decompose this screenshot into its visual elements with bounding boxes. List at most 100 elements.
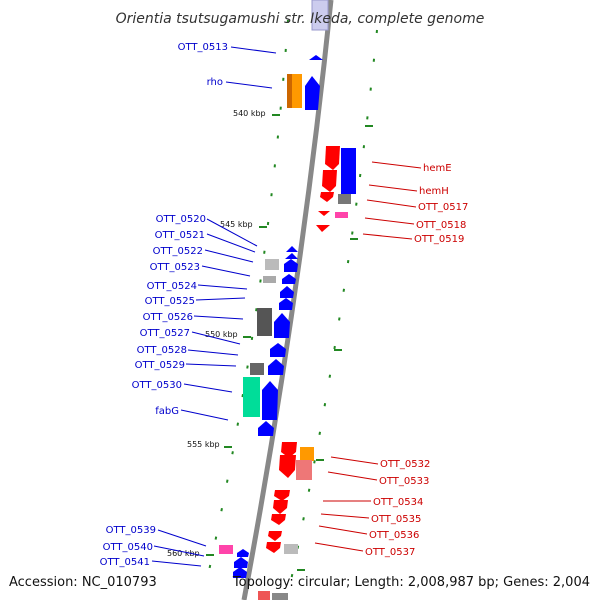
- gene-feature-ott-0537-gray: [284, 544, 298, 554]
- gene-label-ott-0527[interactable]: OTT_0527: [140, 328, 190, 339]
- leader-ott-0536: [318, 525, 368, 535]
- gene-label-ott-0524[interactable]: OTT_0524: [147, 281, 197, 292]
- leader-hemh: [368, 184, 418, 192]
- gene-label-ott-0529[interactable]: OTT_0529: [135, 360, 185, 371]
- gene-feature-ott-0529-gray: [250, 363, 264, 375]
- gene-feature-ott-0530-teal: [243, 377, 260, 417]
- gene-label-ott-0525[interactable]: OTT_0525: [145, 296, 195, 307]
- gene-label-heme[interactable]: hemE: [423, 163, 452, 174]
- leader-ott-0541: [151, 560, 202, 567]
- gene-label-fabg[interactable]: fabG: [155, 406, 179, 417]
- gene-feature-ott-0520-blue: [286, 246, 298, 252]
- gene-feature-ott-0532-red: [281, 442, 297, 458]
- gene-feature-ott-0537b-red: [266, 542, 281, 553]
- genome-summary-text: Topology: circular; Length: 2,008,987 bp…: [232, 575, 590, 590]
- leader-ott-0528: [187, 349, 239, 356]
- gene-label-ott-0521[interactable]: OTT_0521: [155, 230, 205, 241]
- leader-ott-0517: [366, 199, 417, 208]
- gene-feature-ott-0521-blue: [285, 253, 298, 259]
- gene-feature-ott-0526a-blue: [279, 298, 293, 310]
- gene-feature-ott-0540-blue: [237, 549, 249, 557]
- kbp-label-555: 555 kbp: [187, 440, 220, 449]
- gene-feature-top-partial: [311, 0, 329, 31]
- gene-feature-heme-red: [325, 146, 340, 170]
- gene-feature-bottom-partial-gray: [272, 593, 288, 600]
- gene-feature-ott-0530-blue: [262, 381, 278, 420]
- gene-feature-ott-0536-red: [271, 514, 286, 525]
- leader-ott-0540: [153, 545, 205, 557]
- leader-ott-0539: [157, 529, 207, 547]
- leader-ott-0521: [206, 233, 256, 253]
- gene-label-hemh[interactable]: hemH: [419, 186, 449, 197]
- gene-feature-ott-0518-pink: [335, 212, 348, 218]
- leader-ott-0529: [185, 363, 237, 367]
- gene-feature-ott-0519-red: [316, 225, 330, 232]
- leader-ott-0518: [364, 217, 415, 225]
- kbp-label-550: 550 kbp: [205, 330, 238, 339]
- leader-ott-0513: [230, 46, 277, 54]
- leader-ott-0535: [320, 513, 370, 519]
- gene-label-ott-0541[interactable]: OTT_0541: [100, 557, 150, 568]
- leader-ott-0519: [362, 233, 413, 240]
- gene-label-ott-0540[interactable]: OTT_0540: [103, 542, 153, 553]
- leader-ott-0522: [204, 249, 254, 263]
- gene-label-ott-0537[interactable]: OTT_0537: [365, 547, 415, 558]
- gene-feature-ott-0522-blue: [284, 259, 298, 272]
- kbp-label-545: 545 kbp: [220, 220, 253, 229]
- gene-label-ott-0519[interactable]: OTT_0519: [414, 234, 464, 245]
- leader-ott-0523: [201, 265, 251, 277]
- leader-ott-0526: [193, 315, 244, 320]
- leader-ott-0527: [191, 331, 241, 345]
- gene-label-ott-0536[interactable]: OTT_0536: [369, 530, 419, 541]
- leader-ott-0524: [197, 284, 248, 290]
- gene-feature-ott-0532-orange: [300, 447, 314, 461]
- gene-feature-ott-0517-red: [320, 192, 334, 202]
- gene-feature-ott-0532b-red: [279, 455, 296, 478]
- leader-ott-0525: [195, 297, 246, 301]
- gene-label-ott-0523[interactable]: OTT_0523: [150, 262, 200, 273]
- gene-label-ott-0513[interactable]: OTT_0513: [178, 42, 228, 53]
- gene-feature-ott-0539-pink: [219, 545, 233, 554]
- gene-label-ott-0520[interactable]: OTT_0520: [156, 214, 206, 225]
- gene-feature-ott-0541a-blue: [234, 557, 248, 568]
- gene-feature-heme-blue: [341, 148, 356, 194]
- gene-label-ott-0522[interactable]: OTT_0522: [153, 246, 203, 257]
- accession-text: Accession: NC_010793: [9, 575, 157, 590]
- kbp-label-540: 540 kbp: [233, 109, 266, 118]
- gene-feature-ott-0524-blue: [282, 274, 296, 284]
- gene-feature-gray-box: [338, 194, 351, 204]
- outer-guide-arc: [288, 29, 378, 591]
- gene-label-rho[interactable]: rho: [207, 77, 223, 88]
- gene-feature-ott-0525-blue: [280, 286, 294, 298]
- gene-feature-ott-0526b-blue: [274, 313, 290, 338]
- gene-label-ott-0539[interactable]: OTT_0539: [106, 525, 156, 536]
- gene-feature-ott-0528-blue: [270, 343, 286, 357]
- gene-label-ott-0528[interactable]: OTT_0528: [137, 345, 187, 356]
- leader-heme: [371, 161, 422, 169]
- gene-feature-ott-0533-salmon: [296, 460, 312, 480]
- gene-feature-ott-0513: [309, 55, 323, 60]
- gene-feature-fabg-blue: [258, 421, 274, 436]
- leader-ott-0530: [183, 383, 233, 393]
- gene-feature-ott-0535-red: [273, 500, 288, 514]
- gene-feature-bottom-partial-red: [258, 591, 270, 600]
- gene-label-ott-0526[interactable]: OTT_0526: [143, 312, 193, 323]
- leader-ott-0532: [330, 456, 379, 465]
- gene-feature-rho-blue: [305, 76, 320, 110]
- gene-feature-ott-0541b-blue: [233, 567, 247, 578]
- gene-feature-ott-0537a-red: [268, 531, 282, 541]
- leader-rho: [225, 81, 273, 89]
- gene-feature-ott-0534-red: [274, 490, 290, 501]
- gene-label-ott-0517[interactable]: OTT_0517: [418, 202, 468, 213]
- leader-ott-0533: [327, 471, 378, 481]
- gene-label-ott-0532[interactable]: OTT_0532: [380, 459, 430, 470]
- gene-label-ott-0518[interactable]: OTT_0518: [416, 220, 466, 231]
- gene-feature-ott-0529-blue: [268, 359, 284, 375]
- gene-label-ott-0534[interactable]: OTT_0534: [373, 497, 423, 508]
- leader-fabg: [180, 409, 229, 421]
- gene-label-ott-0533[interactable]: OTT_0533: [379, 476, 429, 487]
- gene-label-ott-0535[interactable]: OTT_0535: [371, 514, 421, 525]
- gene-label-ott-0530[interactable]: OTT_0530: [132, 380, 182, 391]
- gene-feature-ott-0526-dark: [257, 308, 272, 336]
